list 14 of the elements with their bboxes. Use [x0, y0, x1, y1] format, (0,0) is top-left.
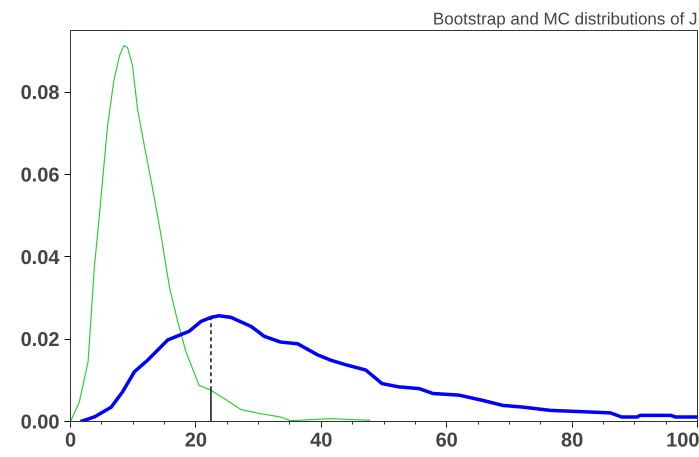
x-tick-label: 40	[310, 430, 332, 452]
x-tick-label: 0	[64, 430, 76, 452]
x-tick-label: 100	[666, 430, 699, 452]
line-series	[70, 45, 371, 422]
y-tick-label: 0.06	[20, 164, 60, 187]
x-tick-label: 60	[436, 430, 458, 452]
x-tick-label: 80	[560, 430, 584, 452]
y-tick-label: 0.04	[20, 246, 60, 269]
y-tick-label: 0.02	[20, 329, 60, 352]
chart-title: Bootstrap and MC distributions of J	[432, 10, 698, 28]
x-tick-label: 20	[184, 430, 208, 452]
y-tick-label: 0.00	[20, 412, 60, 434]
line-series	[78, 314, 698, 422]
y-tick-label: 0.08	[20, 82, 60, 104]
